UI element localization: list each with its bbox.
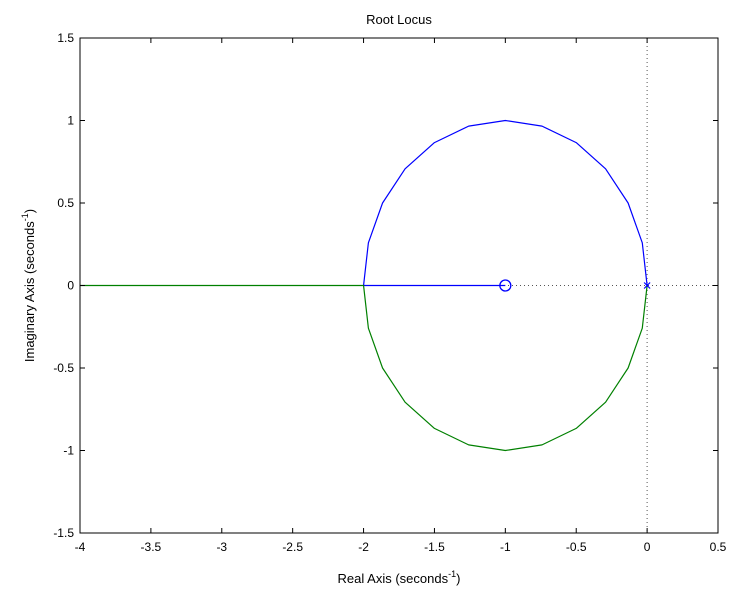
y-axis-label-suffix: ) <box>22 209 37 213</box>
y-tick-label: -1.5 <box>53 526 74 540</box>
pole-marker-stroke-b <box>643 282 651 289</box>
x-tick-label: -2.5 <box>282 540 303 554</box>
series-layer <box>80 119 648 452</box>
x-tick-label: 0.5 <box>710 540 727 554</box>
x-axis-label-suffix: ) <box>456 571 460 586</box>
x-axis-label: Real Axis (seconds-1) <box>338 569 461 586</box>
y-axis-label: Imaginary Axis (seconds-1) <box>20 209 37 362</box>
x-tick-label: -3 <box>216 540 227 554</box>
locus-branch-1 <box>362 119 648 287</box>
x-tick-label: -4 <box>75 540 86 554</box>
x-axis-label-sup: -1 <box>448 569 456 579</box>
reference-lines <box>80 38 718 533</box>
x-tick-label: 0 <box>644 540 651 554</box>
y-axis-label-text: Imaginary Axis (seconds <box>22 221 37 362</box>
x-tick-label: -1.5 <box>424 540 445 554</box>
ticks-layer: -4 -3.5 -3 -2.5 -2 -1.5 -1 -0.5 0 0.5 -1.5 -1 -0.5 0 0… <box>53 31 726 554</box>
y-tick-label: -1 <box>63 444 74 458</box>
x-tick-label: -2 <box>358 540 369 554</box>
x-tick-label: -3.5 <box>141 540 162 554</box>
y-tick-label: 0 <box>67 279 74 293</box>
chart-title: Root Locus <box>366 12 432 27</box>
zero-marker-1 <box>499 279 512 292</box>
y-axis-label-sup: -1 <box>20 213 30 221</box>
x-tick-label: -1 <box>500 540 511 554</box>
y-tick-label: 1 <box>67 114 74 128</box>
y-tick-label: 1.5 <box>57 31 74 45</box>
locus-branch-2 <box>80 284 648 452</box>
y-tick-label: -0.5 <box>53 361 74 375</box>
marker-layer <box>499 279 651 292</box>
pole-marker-1 <box>643 282 651 289</box>
y-tick-label: 0.5 <box>57 196 74 210</box>
x-axis-label-text: Real Axis (seconds <box>338 571 449 586</box>
x-tick-label: -0.5 <box>566 540 587 554</box>
